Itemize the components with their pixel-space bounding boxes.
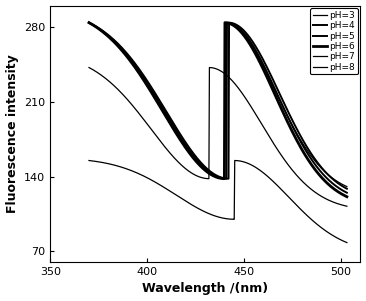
pH=5 — [298, 139, 303, 143]
Legend: pH=3, pH=4, pH=5, pH=6, pH=7, pH=8: pH=3, pH=4, pH=5, pH=6, pH=7, pH=8 — [310, 8, 358, 74]
Line: pH=4: pH=4 — [89, 23, 347, 189]
Line: pH=3: pH=3 — [89, 160, 347, 243]
pH=4 — [345, 187, 349, 191]
pH=6 — [339, 192, 343, 195]
pH=4 — [211, 172, 215, 175]
pH=3 — [345, 241, 349, 244]
pH=6 — [211, 174, 215, 178]
pH=7 — [339, 203, 343, 206]
pH=6 — [345, 195, 349, 198]
pH=7 — [226, 75, 231, 79]
pH=6 — [209, 173, 214, 177]
pH=7 — [240, 92, 245, 95]
pH=5 — [209, 172, 214, 175]
pH=7 — [87, 66, 91, 69]
pH=3 — [87, 159, 91, 162]
pH=5 — [345, 191, 349, 194]
pH=5 — [339, 188, 343, 191]
pH=8 — [87, 21, 91, 24]
pH=7 — [345, 204, 349, 208]
pH=6 — [298, 145, 303, 149]
pH=8 — [240, 31, 245, 35]
pH=7 — [211, 66, 215, 70]
pH=8 — [339, 182, 343, 185]
pH=3 — [298, 207, 303, 211]
pH=6 — [226, 21, 231, 25]
pH=4 — [339, 183, 343, 187]
pH=8 — [298, 138, 303, 141]
pH=6 — [240, 32, 245, 36]
Line: pH=5: pH=5 — [89, 23, 347, 193]
Y-axis label: Fluorescence intensity: Fluorescence intensity — [5, 54, 19, 213]
pH=8 — [226, 21, 231, 25]
pH=5 — [226, 21, 231, 25]
pH=5 — [87, 21, 91, 24]
pH=4 — [87, 21, 91, 24]
Line: pH=7: pH=7 — [89, 67, 347, 206]
pH=8 — [209, 173, 214, 177]
X-axis label: Wavelength /(nm): Wavelength /(nm) — [142, 282, 268, 296]
pH=8 — [211, 174, 215, 178]
pH=4 — [240, 27, 245, 31]
pH=4 — [209, 171, 214, 174]
pH=4 — [226, 177, 231, 181]
Line: pH=8: pH=8 — [89, 23, 347, 187]
Line: pH=6: pH=6 — [89, 23, 347, 197]
pH=3 — [339, 238, 343, 242]
pH=8 — [345, 185, 349, 188]
pH=3 — [240, 160, 245, 163]
pH=5 — [211, 173, 215, 176]
pH=5 — [240, 29, 245, 33]
pH=6 — [87, 21, 91, 24]
pH=3 — [226, 217, 231, 221]
pH=7 — [209, 66, 214, 70]
pH=7 — [298, 178, 303, 181]
pH=3 — [209, 213, 214, 216]
pH=4 — [298, 134, 303, 138]
pH=3 — [211, 213, 215, 217]
